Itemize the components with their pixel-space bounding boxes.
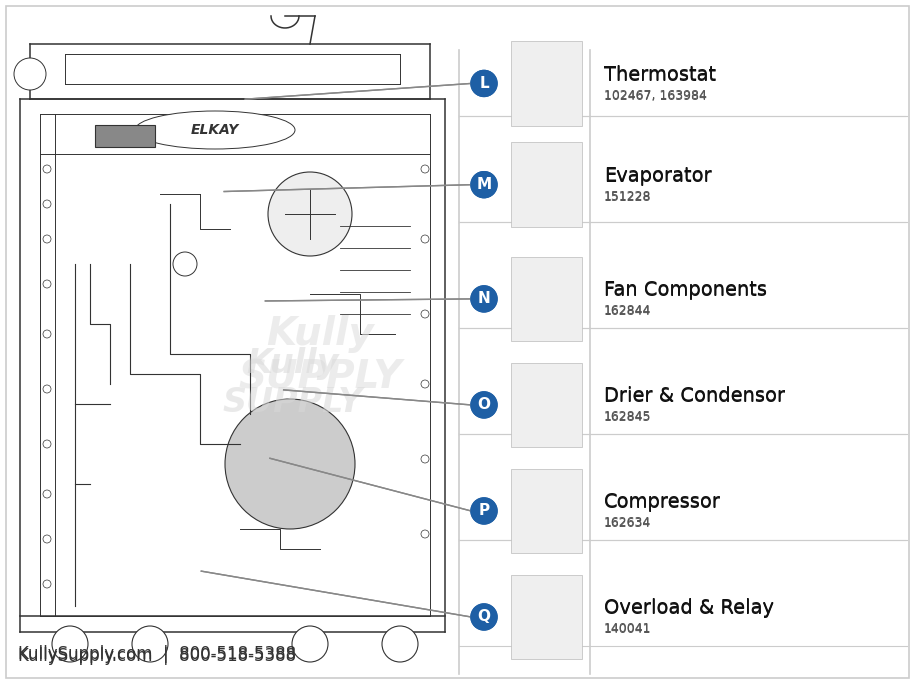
- Bar: [511, 142, 582, 227]
- Circle shape: [471, 604, 497, 630]
- Text: Q: Q: [478, 609, 490, 624]
- Circle shape: [421, 310, 429, 318]
- Bar: [514, 364, 580, 446]
- Text: Overload & Relay: Overload & Relay: [604, 598, 774, 618]
- Circle shape: [132, 626, 168, 662]
- Bar: [514, 42, 580, 124]
- Text: ELKAY: ELKAY: [191, 123, 239, 137]
- Bar: [514, 470, 580, 552]
- Bar: [511, 575, 582, 659]
- Bar: [514, 258, 580, 340]
- Text: 102467, 163984: 102467, 163984: [604, 90, 706, 103]
- Circle shape: [471, 70, 497, 96]
- Circle shape: [471, 604, 497, 630]
- Circle shape: [471, 172, 497, 198]
- Text: KullySupply.com  |  800-518-5388: KullySupply.com | 800-518-5388: [18, 645, 296, 663]
- Circle shape: [14, 58, 46, 90]
- Circle shape: [43, 280, 51, 288]
- Circle shape: [43, 235, 51, 243]
- Circle shape: [52, 626, 88, 662]
- Text: Drier & Condensor: Drier & Condensor: [604, 387, 785, 406]
- Text: 151228: 151228: [604, 190, 651, 203]
- Bar: [511, 363, 582, 447]
- Circle shape: [471, 286, 497, 312]
- Bar: [511, 469, 582, 553]
- Circle shape: [43, 165, 51, 173]
- Text: 140041: 140041: [604, 622, 651, 635]
- Bar: [514, 364, 580, 446]
- Text: Kully
SUPPLY: Kully SUPPLY: [222, 347, 363, 419]
- Circle shape: [268, 172, 352, 256]
- Text: 162845: 162845: [604, 410, 651, 423]
- Circle shape: [471, 392, 497, 418]
- Circle shape: [471, 392, 497, 418]
- Text: Fan Components: Fan Components: [604, 281, 767, 300]
- Text: Evaporator: Evaporator: [604, 166, 712, 185]
- Circle shape: [43, 330, 51, 338]
- Text: O: O: [478, 397, 490, 412]
- Text: Compressor: Compressor: [604, 493, 721, 512]
- Bar: [514, 144, 580, 226]
- Text: 162634: 162634: [604, 518, 651, 531]
- Text: Drier & Condensor: Drier & Condensor: [604, 386, 785, 406]
- Text: Kully
SUPPLY: Kully SUPPLY: [239, 315, 402, 397]
- Circle shape: [43, 535, 51, 543]
- Bar: [514, 576, 580, 658]
- Circle shape: [43, 580, 51, 588]
- Circle shape: [225, 399, 355, 529]
- Circle shape: [421, 165, 429, 173]
- Text: Compressor: Compressor: [604, 492, 721, 512]
- Text: L: L: [479, 76, 489, 91]
- Circle shape: [421, 455, 429, 463]
- Text: 102467, 163984: 102467, 163984: [604, 89, 706, 102]
- Circle shape: [382, 626, 418, 662]
- Text: Fan Components: Fan Components: [604, 280, 767, 300]
- Text: 162845: 162845: [604, 412, 651, 425]
- Circle shape: [421, 380, 429, 388]
- Bar: [514, 258, 580, 340]
- Circle shape: [43, 440, 51, 448]
- Bar: [511, 41, 582, 126]
- Text: M: M: [477, 177, 491, 192]
- Bar: [95, 125, 155, 147]
- Bar: [514, 470, 580, 552]
- Bar: [514, 42, 580, 124]
- Ellipse shape: [135, 111, 295, 149]
- Circle shape: [471, 498, 497, 524]
- Text: M: M: [477, 177, 491, 192]
- Text: Evaporator: Evaporator: [604, 167, 712, 186]
- Text: Thermostat: Thermostat: [604, 65, 716, 84]
- Circle shape: [43, 200, 51, 208]
- Circle shape: [421, 235, 429, 243]
- Circle shape: [471, 70, 497, 96]
- Text: P: P: [479, 503, 490, 518]
- Text: 162844: 162844: [604, 306, 651, 319]
- Text: N: N: [478, 291, 490, 306]
- Circle shape: [43, 490, 51, 498]
- Circle shape: [421, 530, 429, 538]
- Text: 162634: 162634: [604, 516, 651, 529]
- Circle shape: [471, 498, 497, 524]
- Text: 151228: 151228: [604, 192, 651, 205]
- Text: Thermostat: Thermostat: [604, 66, 716, 85]
- Text: 162844: 162844: [604, 304, 651, 317]
- Text: N: N: [478, 291, 490, 306]
- Text: P: P: [479, 503, 490, 518]
- Text: Overload & Relay: Overload & Relay: [604, 599, 774, 618]
- Circle shape: [173, 252, 197, 276]
- Text: Q: Q: [478, 609, 490, 624]
- Text: O: O: [478, 397, 490, 412]
- Circle shape: [471, 172, 497, 198]
- Text: KullySupply.com  |  800-518-5388: KullySupply.com | 800-518-5388: [18, 647, 296, 665]
- Circle shape: [471, 286, 497, 312]
- Text: L: L: [479, 76, 489, 91]
- Bar: [511, 256, 582, 341]
- Circle shape: [292, 626, 328, 662]
- Bar: [514, 576, 580, 658]
- Circle shape: [43, 385, 51, 393]
- Text: 140041: 140041: [604, 624, 651, 637]
- Bar: [514, 144, 580, 226]
